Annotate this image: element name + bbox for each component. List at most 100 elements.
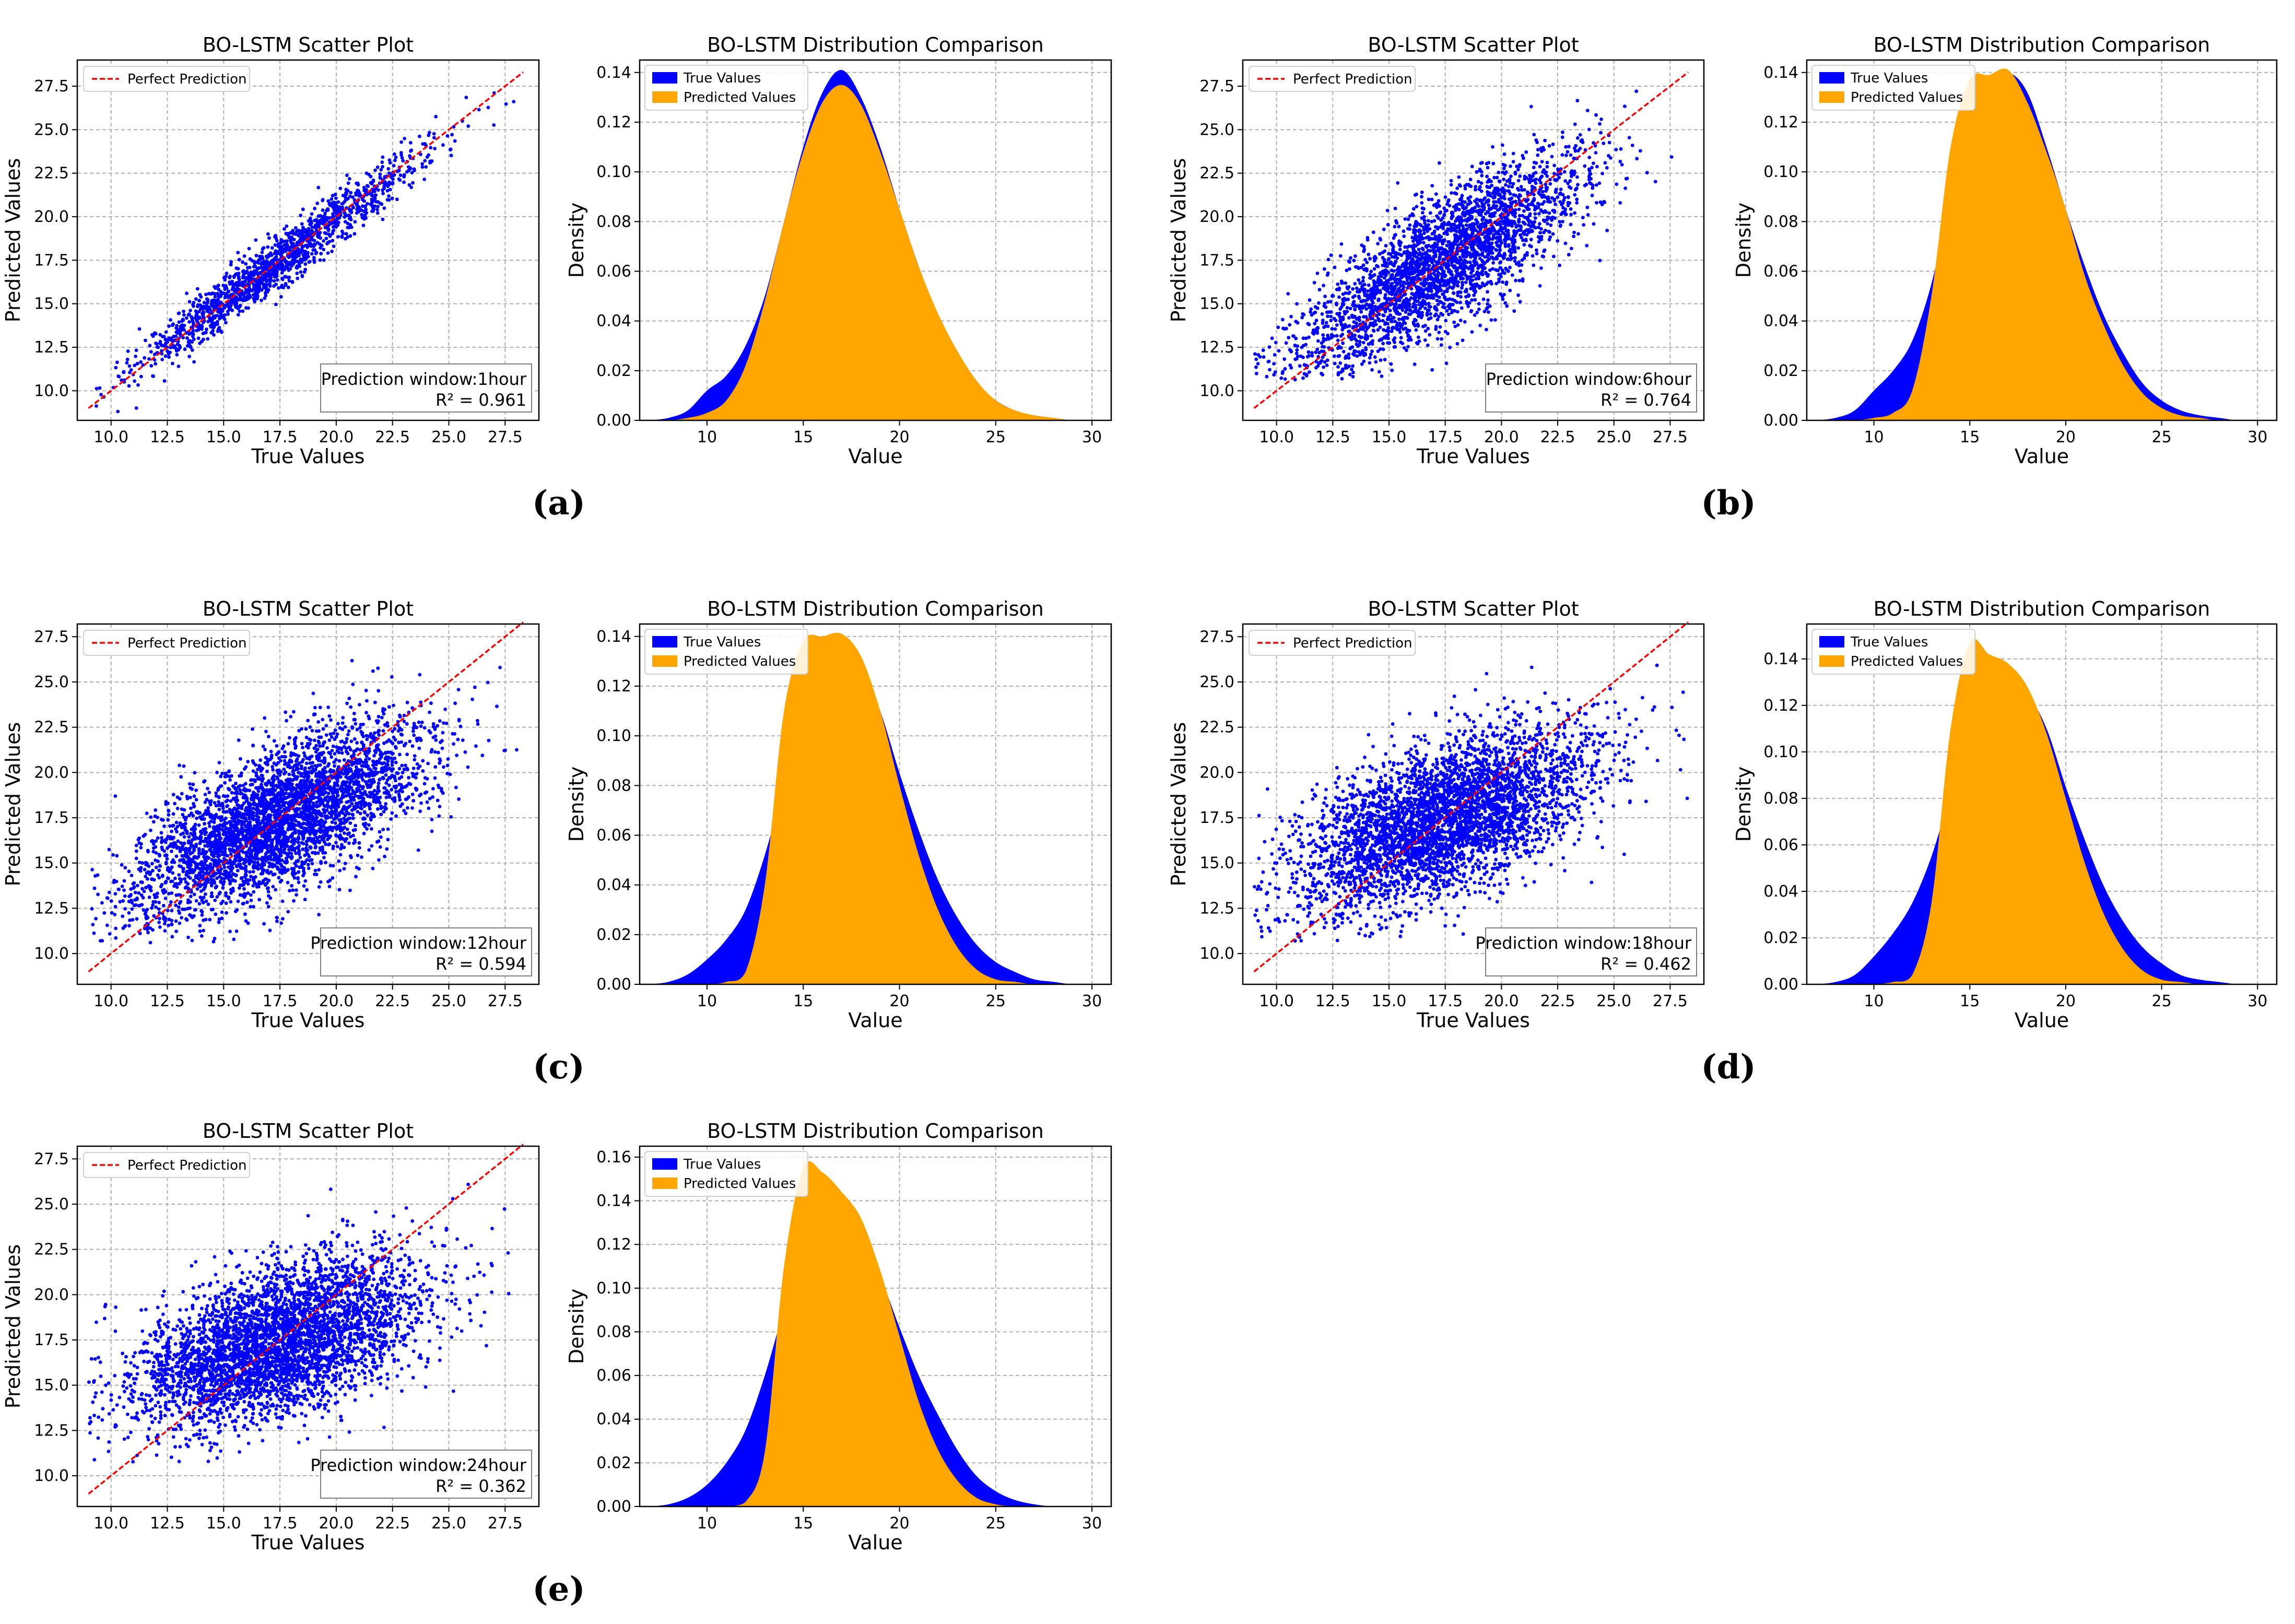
scatter-point <box>177 320 181 324</box>
scatter-point <box>122 370 126 374</box>
scatter-point <box>1453 228 1457 232</box>
scatter-point <box>1467 275 1472 279</box>
scatter-point <box>409 185 413 190</box>
scatter-point <box>129 368 133 372</box>
scatter-point <box>154 362 158 366</box>
y-tick-label: 0.02 <box>596 362 631 380</box>
scatter-point <box>1360 243 1364 247</box>
scatter-point <box>1448 285 1452 289</box>
scatter-point <box>1390 277 1393 281</box>
scatter-point <box>1543 138 1547 143</box>
scatter-point <box>324 237 328 240</box>
scatter-point <box>1520 203 1524 207</box>
scatter-point <box>1394 219 1398 223</box>
scatter-point <box>1413 317 1417 322</box>
scatter-point <box>1497 236 1501 240</box>
scatter-point <box>401 771 405 774</box>
scatter-point <box>1545 165 1549 169</box>
scatter-point <box>1398 248 1402 252</box>
scatter-point <box>1592 161 1595 165</box>
scatter-point <box>1396 268 1400 272</box>
scatter-point <box>1551 142 1555 146</box>
y-tick-label: 27.5 <box>34 77 69 96</box>
scatter-point <box>1446 304 1451 309</box>
scatter-point <box>1623 186 1628 190</box>
scatter-point <box>1316 339 1320 343</box>
scatter-point <box>356 189 359 192</box>
scatter-point <box>296 276 300 280</box>
scatter-point <box>1357 296 1361 300</box>
scatter-point <box>1428 333 1432 337</box>
scatter-point <box>1315 347 1320 351</box>
scatter-point <box>391 177 395 181</box>
scatter-point <box>1338 254 1343 258</box>
scatter-point <box>422 178 427 181</box>
scatter-point <box>1399 340 1403 344</box>
scatter-point <box>380 202 384 206</box>
scatter-point <box>176 311 181 315</box>
scatter-point <box>321 208 325 212</box>
scatter-point <box>291 229 295 233</box>
scatter-point <box>1462 207 1466 211</box>
scatter-point <box>1518 300 1522 304</box>
scatter-point <box>1386 326 1391 330</box>
scatter-point <box>1317 288 1322 292</box>
scatter-point <box>1506 257 1510 261</box>
scatter-point <box>1366 238 1370 242</box>
scatter-point <box>1573 187 1578 192</box>
scatter-point <box>1464 264 1468 268</box>
scatter-point <box>1432 293 1436 297</box>
scatter-point <box>1421 294 1425 298</box>
scatter-point <box>1567 185 1571 189</box>
scatter-point <box>1428 305 1432 309</box>
scatter-point <box>1594 113 1598 117</box>
scatter-point <box>1567 253 1571 257</box>
scatter-point <box>1576 232 1580 236</box>
scatter-point <box>1422 207 1426 211</box>
scatter-point <box>287 772 291 776</box>
scatter-point <box>1348 372 1352 376</box>
scatter-point <box>195 887 199 891</box>
scatter-point <box>1501 280 1505 284</box>
scatter-point <box>487 738 491 743</box>
scatter-point <box>236 313 240 317</box>
scatter-point <box>1423 306 1427 310</box>
scatter-point <box>1645 171 1649 175</box>
scatter-point <box>1386 333 1390 337</box>
scatter-point <box>327 202 332 206</box>
scatter-point <box>1455 342 1460 346</box>
scatter-point <box>349 705 353 709</box>
scatter-point <box>272 284 276 288</box>
scatter-point <box>1486 306 1489 310</box>
scatter-point <box>1623 104 1627 109</box>
scatter-point <box>1277 349 1281 353</box>
scatter-point <box>1408 302 1411 306</box>
scatter-point <box>387 158 392 162</box>
scatter-point <box>217 326 221 329</box>
scatter-point <box>1427 223 1430 227</box>
scatter-point <box>1523 215 1527 219</box>
scatter-point <box>260 261 264 265</box>
scatter-point <box>187 300 192 304</box>
scatter-point <box>1363 257 1368 262</box>
scatter-point <box>1352 300 1356 304</box>
scatter-point <box>1449 279 1453 283</box>
scatter-point <box>1388 252 1393 256</box>
scatter-point <box>1558 263 1562 267</box>
scatter-point <box>1418 311 1422 315</box>
scatter-point <box>1509 192 1512 196</box>
scatter-point <box>1460 280 1464 285</box>
scatter-point <box>1500 241 1504 245</box>
scatter-point <box>1423 324 1427 327</box>
scatter-point <box>1308 298 1312 302</box>
scatter-point <box>1398 253 1402 256</box>
scatter-point <box>1339 346 1343 350</box>
scatter-point <box>1261 348 1265 352</box>
scatter-point <box>1546 195 1550 199</box>
scatter-point <box>1295 348 1299 352</box>
scatter-point <box>1301 376 1305 380</box>
scatter-point <box>1529 104 1533 109</box>
density-area-predicted <box>649 85 1092 420</box>
scatter-point <box>1456 225 1460 229</box>
scatter-point <box>330 250 334 253</box>
